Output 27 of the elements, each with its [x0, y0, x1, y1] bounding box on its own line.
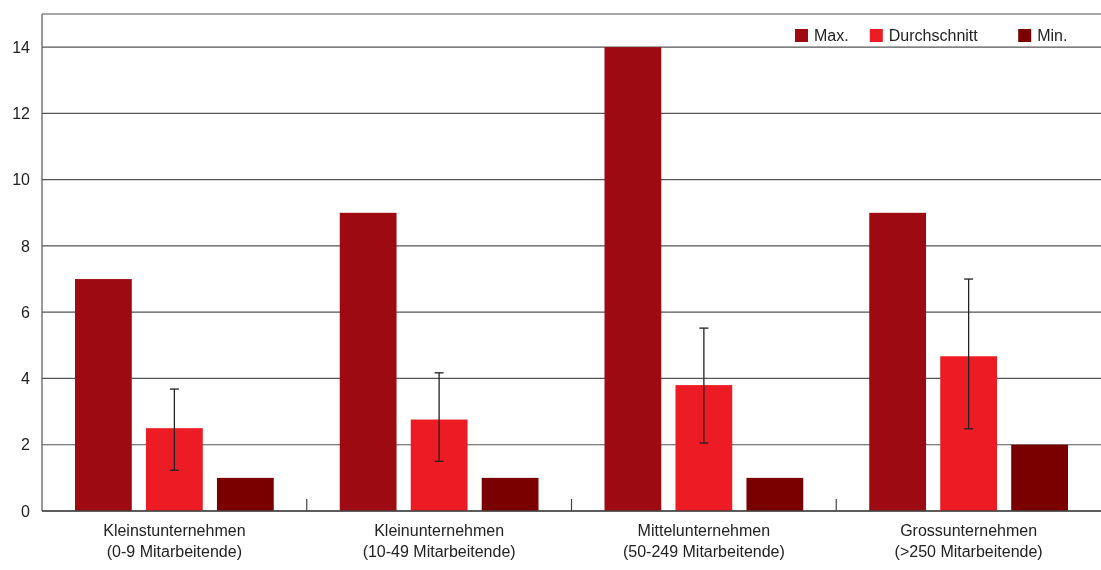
bar	[604, 47, 662, 511]
y-tick-label: 10	[12, 171, 31, 189]
y-tick-label: 12	[12, 105, 31, 122]
bar	[339, 212, 397, 511]
y-tick-label: 14	[12, 38, 31, 56]
x-tick-label: Grossunternehmen (>250 Mitarbeitende)	[894, 522, 1043, 560]
bar	[216, 477, 274, 511]
legend-label: Max.	[814, 27, 849, 44]
y-tick-label: 0	[21, 502, 31, 520]
y-tick-label: 2	[21, 436, 31, 454]
bar	[145, 428, 203, 511]
y-tick-label: 4	[21, 370, 31, 388]
bar	[75, 279, 132, 511]
bar	[1011, 444, 1068, 511]
bar	[481, 477, 539, 511]
x-tick-label: Kleinstunternehmen (0-9 Mitarbeitende)	[103, 522, 246, 560]
y-tick-label: 8	[21, 237, 31, 255]
y-tick-label: 6	[21, 303, 31, 321]
legend-label: Min.	[1037, 27, 1068, 44]
bar	[869, 212, 927, 511]
bar	[940, 356, 998, 511]
bar	[746, 477, 804, 511]
legend-label: Durchschnitt	[888, 27, 979, 44]
bar	[410, 419, 468, 511]
x-tick-label: Mittelunternehmen (50-249 Mitarbeitende)	[622, 522, 785, 560]
x-tick-label: Kleinunternehmen (10-49 Mitarbeitende)	[362, 522, 516, 560]
bar	[675, 385, 733, 511]
